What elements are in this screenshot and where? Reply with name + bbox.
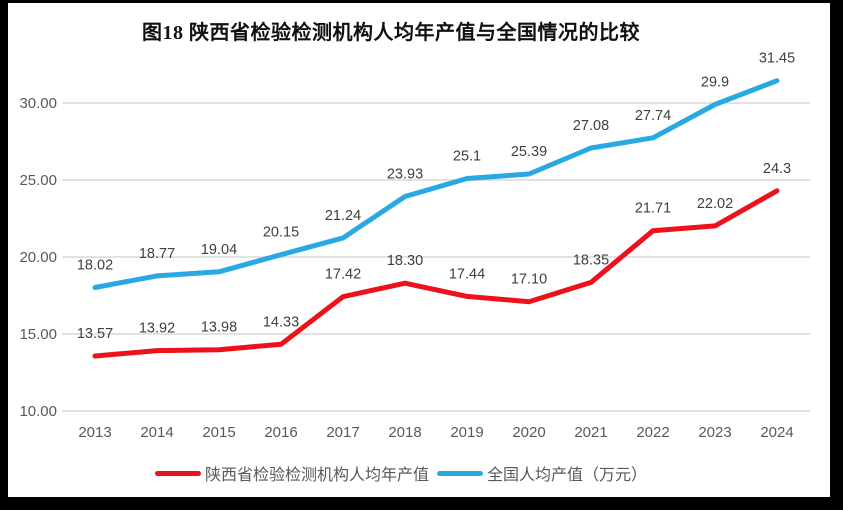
- chart-legend: 陕西省检验检测机构人均年产值 全国人均产值（万元）: [8, 461, 794, 485]
- data-labels-national: 18.02 18.77 19.04 20.15 21.24 23.93 25.1 25.39 2…: [77, 51, 795, 274]
- svg-text:17.44: 17.44: [449, 266, 485, 282]
- svg-text:25.39: 25.39: [511, 144, 547, 160]
- legend-label-shaanxi: 陕西省检验检测机构人均年产值: [204, 467, 429, 484]
- svg-text:2019: 2019: [450, 424, 483, 441]
- svg-text:2020: 2020: [512, 424, 545, 441]
- svg-text:2017: 2017: [326, 424, 359, 441]
- svg-text:15.00: 15.00: [19, 326, 57, 343]
- svg-text:2014: 2014: [140, 424, 173, 441]
- svg-text:2016: 2016: [264, 424, 297, 441]
- svg-text:25.1: 25.1: [453, 148, 481, 164]
- svg-text:29.9: 29.9: [701, 75, 729, 91]
- series-line-national: [92, 78, 780, 290]
- svg-text:2021: 2021: [574, 424, 607, 441]
- svg-text:31.45: 31.45: [759, 51, 795, 67]
- svg-text:17.10: 17.10: [511, 272, 547, 288]
- svg-text:13.92: 13.92: [139, 321, 175, 337]
- legend-line-shaanxi-icon: [154, 470, 201, 476]
- y-tick-labels: 30.00 25.00 20.00 15.00 10.00: [19, 95, 57, 420]
- svg-text:13.57: 13.57: [77, 326, 113, 342]
- legend-item-shaanxi: 陕西省检验检测机构人均年产值: [154, 461, 429, 485]
- chart-canvas: 图18 陕西省检验检测机构人均年产值与全国情况的比较 30.00 25.00 20.…: [8, 3, 830, 497]
- y-gridlines: [62, 102, 810, 412]
- svg-text:10.00: 10.00: [19, 403, 57, 420]
- svg-text:27.74: 27.74: [635, 108, 671, 124]
- svg-text:2022: 2022: [636, 424, 669, 441]
- legend-item-national: 全国人均产值（万元）: [437, 461, 647, 485]
- svg-text:19.04: 19.04: [201, 242, 237, 258]
- svg-text:25.00: 25.00: [19, 172, 57, 189]
- svg-text:18.02: 18.02: [77, 257, 113, 273]
- svg-text:2018: 2018: [388, 424, 421, 441]
- svg-text:18.35: 18.35: [573, 252, 609, 268]
- svg-text:2013: 2013: [78, 424, 111, 441]
- svg-text:20.00: 20.00: [19, 249, 57, 266]
- svg-text:21.24: 21.24: [325, 208, 361, 224]
- x-axis-labels: 2013 2014 2015 2016 2017 2018 2019 2020 2021 2022…: [78, 424, 793, 441]
- series-line-shaanxi: [92, 188, 780, 359]
- svg-text:2024: 2024: [760, 424, 793, 441]
- svg-text:18.30: 18.30: [387, 253, 423, 269]
- svg-text:24.3: 24.3: [763, 161, 791, 177]
- svg-text:20.15: 20.15: [263, 225, 299, 241]
- svg-text:23.93: 23.93: [387, 166, 423, 182]
- svg-text:2015: 2015: [202, 424, 235, 441]
- svg-text:30.00: 30.00: [19, 95, 57, 112]
- svg-text:22.02: 22.02: [697, 196, 733, 212]
- legend-label-national: 全国人均产值（万元）: [487, 467, 648, 484]
- svg-text:21.71: 21.71: [635, 201, 671, 217]
- chart-title: 图18 陕西省检验检测机构人均年产值与全国情况的比较: [142, 22, 640, 44]
- legend-line-national-icon: [437, 470, 483, 476]
- data-labels-shaanxi: 13.57 13.92 13.98 14.33 17.42 18.30 17.44 17.10…: [77, 161, 791, 342]
- svg-text:27.08: 27.08: [573, 118, 609, 134]
- svg-text:18.77: 18.77: [139, 246, 175, 262]
- svg-text:14.33: 14.33: [263, 314, 299, 330]
- svg-text:2023: 2023: [698, 424, 731, 441]
- svg-text:13.98: 13.98: [201, 320, 237, 336]
- svg-text:17.42: 17.42: [325, 267, 361, 283]
